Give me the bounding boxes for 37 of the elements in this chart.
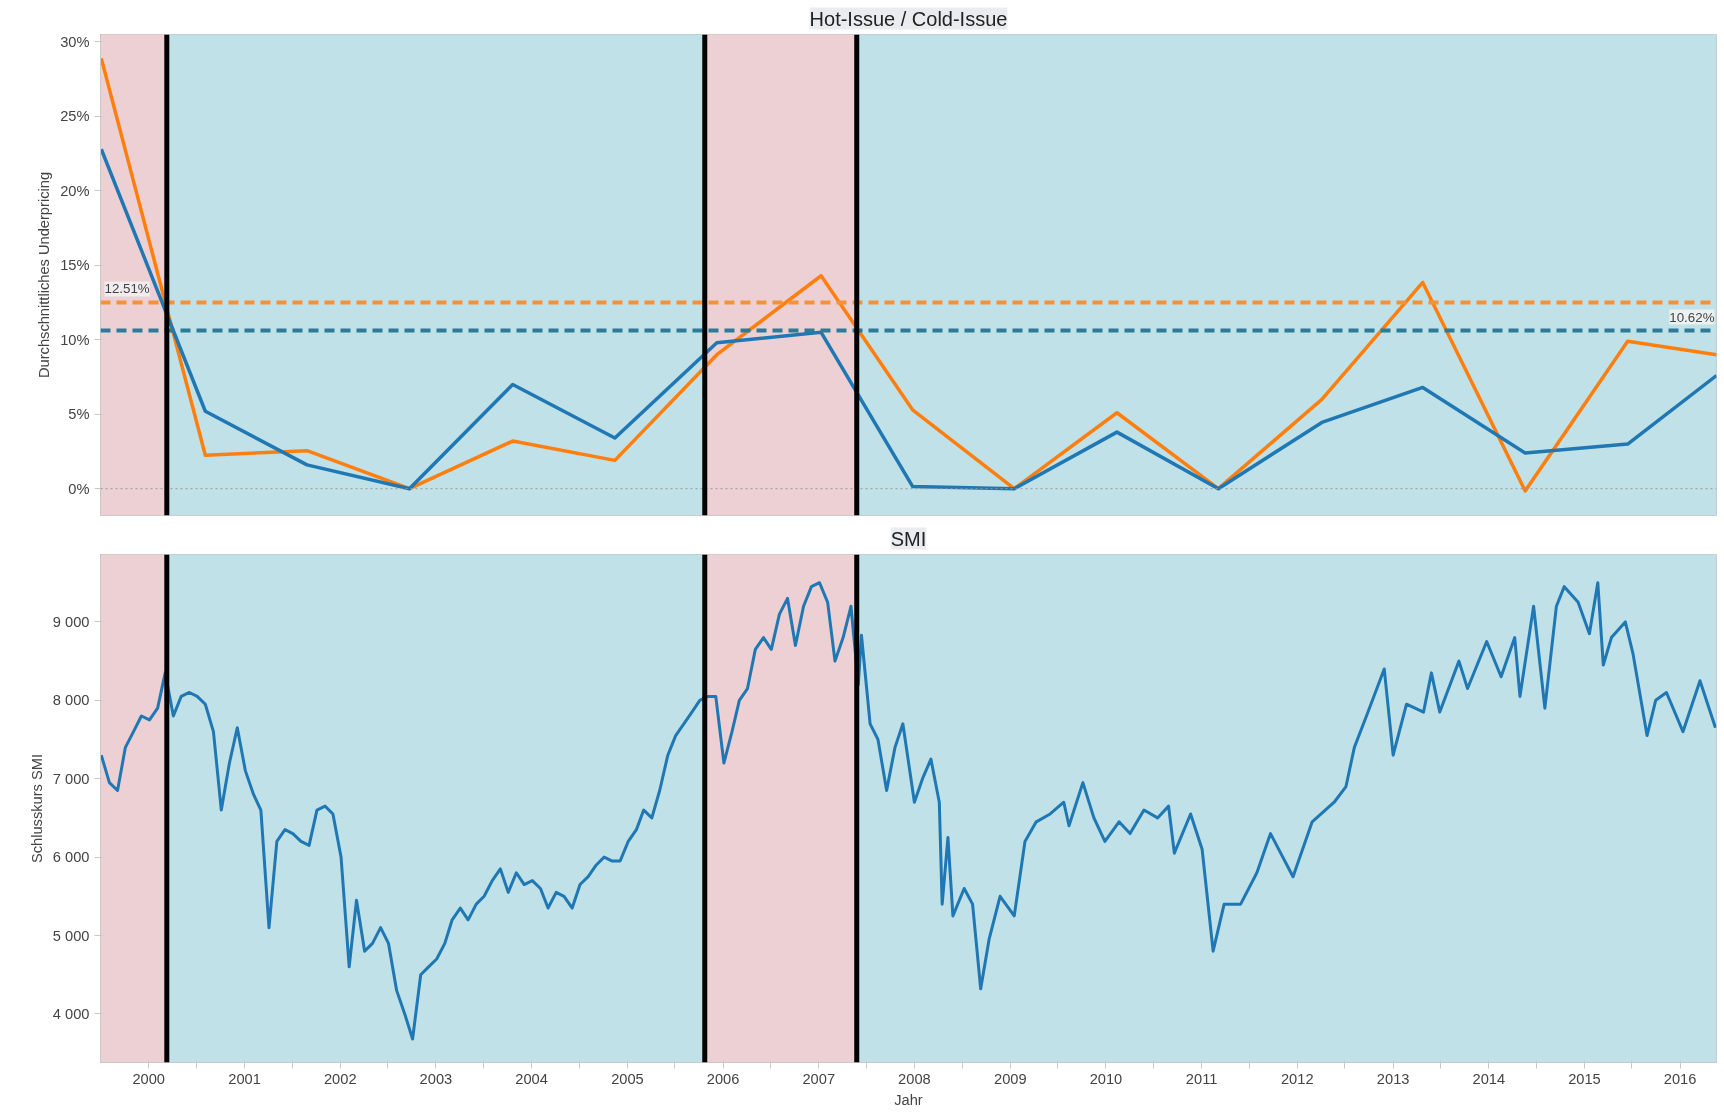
y-tick-label: 30%	[60, 33, 90, 50]
x-tick-label: 2004	[515, 1070, 548, 1087]
x-tick-label: 2005	[611, 1070, 644, 1087]
x-tick-label: 2006	[706, 1070, 740, 1087]
y-tick-label: 5%	[68, 406, 90, 423]
y-axis-title: Durchschnittliches Underpricing	[36, 171, 53, 379]
x-tick-label: 2002	[323, 1070, 357, 1087]
y-tick-label: 4 000	[52, 1005, 90, 1022]
x-tick-label: 2008	[898, 1070, 931, 1087]
x-axis-title: Jahr	[894, 1091, 923, 1108]
y-tick-label: 20%	[60, 182, 90, 199]
y-tick-label: 25%	[60, 108, 90, 125]
y-tick-label: 6 000	[52, 849, 90, 866]
x-tick-label: 2001	[228, 1070, 261, 1087]
ref-line-label: 10.62%	[1669, 309, 1715, 325]
y-tick-label: 0%	[68, 480, 90, 497]
x-tick-label: 2009	[994, 1070, 1027, 1087]
x-tick-label: 2013	[1376, 1070, 1410, 1087]
y-axis-title: Schlusskurs SMI	[28, 753, 45, 864]
y-tick-label: 5 000	[52, 927, 90, 944]
x-tick-label: 2000	[132, 1070, 166, 1087]
x-tick-label: 2015	[1568, 1070, 1601, 1087]
y-tick-label: 7 000	[52, 770, 90, 787]
x-tick-label: 2014	[1472, 1070, 1506, 1087]
chart-title: SMI	[890, 527, 927, 550]
y-tick-label: 10%	[60, 331, 90, 348]
x-tick-label: 2016	[1663, 1070, 1697, 1087]
x-tick-label: 2003	[419, 1070, 453, 1087]
y-tick-label: 9 000	[52, 613, 90, 630]
ref-line-label: 12.51%	[104, 281, 150, 297]
x-tick-label: 2010	[1089, 1070, 1123, 1087]
chart-title: Hot-Issue / Cold-Issue	[809, 7, 1008, 30]
y-tick-label: 8 000	[52, 692, 90, 709]
x-tick-label: 2012	[1280, 1070, 1314, 1087]
y-tick-label: 15%	[60, 257, 90, 274]
x-tick-label: 2011	[1185, 1070, 1218, 1087]
x-tick-label: 2007	[802, 1070, 836, 1087]
